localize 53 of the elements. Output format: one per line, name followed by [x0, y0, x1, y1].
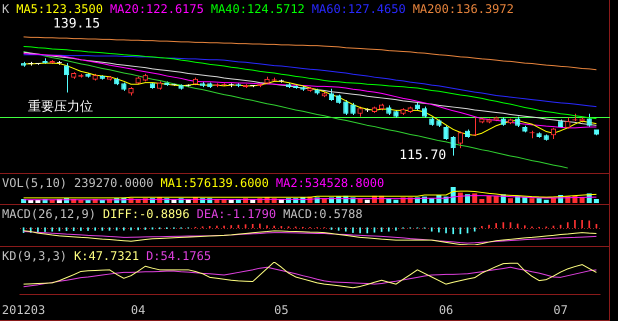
candlestick	[458, 131, 463, 149]
bar	[429, 198, 434, 203]
ref-line-label: 重要压力位	[28, 99, 93, 114]
candlestick	[550, 127, 556, 140]
bar	[508, 198, 513, 203]
candlestick	[586, 113, 592, 128]
text: MA40:124.5712	[210, 2, 305, 16]
candlestick	[386, 104, 392, 116]
bar	[494, 196, 499, 203]
bar	[393, 200, 398, 203]
series-label: MACD:0.5788	[283, 207, 363, 221]
series-label: DEA:-1.1790	[196, 207, 276, 221]
text: MA20:122.6175	[110, 2, 204, 16]
annotation: 115.70	[399, 148, 446, 163]
chart-title: K	[2, 2, 10, 16]
text: MA5:123.3500	[16, 2, 103, 16]
chart-title: MACD(26,12,9)	[2, 207, 96, 221]
candlestick	[328, 88, 334, 102]
bar	[458, 192, 463, 203]
text: MA200:136.3972	[412, 2, 514, 16]
bar	[536, 198, 542, 203]
series-label: MA1:576139.6000	[160, 176, 269, 190]
candlestick	[350, 102, 356, 116]
series-label: MA2:534528.8000	[276, 176, 384, 190]
series-label: DIFF:-0.8896	[102, 207, 190, 221]
bar	[479, 199, 484, 203]
series-label: 239270.0000	[74, 176, 154, 190]
x-tick-label: 04	[130, 302, 146, 317]
chart-title: KD(9,3,3)	[2, 249, 68, 263]
bar	[529, 198, 534, 203]
bar	[250, 200, 256, 203]
series-label: K:47.7321	[74, 249, 140, 263]
x-tick-label: 05	[274, 302, 289, 317]
bar	[364, 200, 370, 203]
candlestick	[64, 62, 70, 94]
candlestick	[443, 125, 449, 140]
x-tick-label: 201203	[2, 302, 46, 317]
candlestick	[515, 116, 520, 128]
bar	[594, 199, 599, 203]
x-tick-label: 07	[553, 302, 568, 317]
bar	[171, 200, 176, 203]
bar	[486, 196, 492, 203]
series-label: D:54.1765	[146, 249, 212, 263]
bar	[544, 200, 549, 203]
text: MA60:127.4650	[312, 2, 406, 16]
chart-title: VOL(5,10)	[2, 176, 68, 190]
text: 139.15	[53, 16, 100, 32]
bar	[522, 197, 528, 203]
candlestick	[343, 100, 348, 116]
bar	[228, 200, 234, 203]
candlestick	[450, 136, 456, 156]
x-tick-label: 06	[438, 302, 454, 317]
bar	[550, 198, 556, 203]
